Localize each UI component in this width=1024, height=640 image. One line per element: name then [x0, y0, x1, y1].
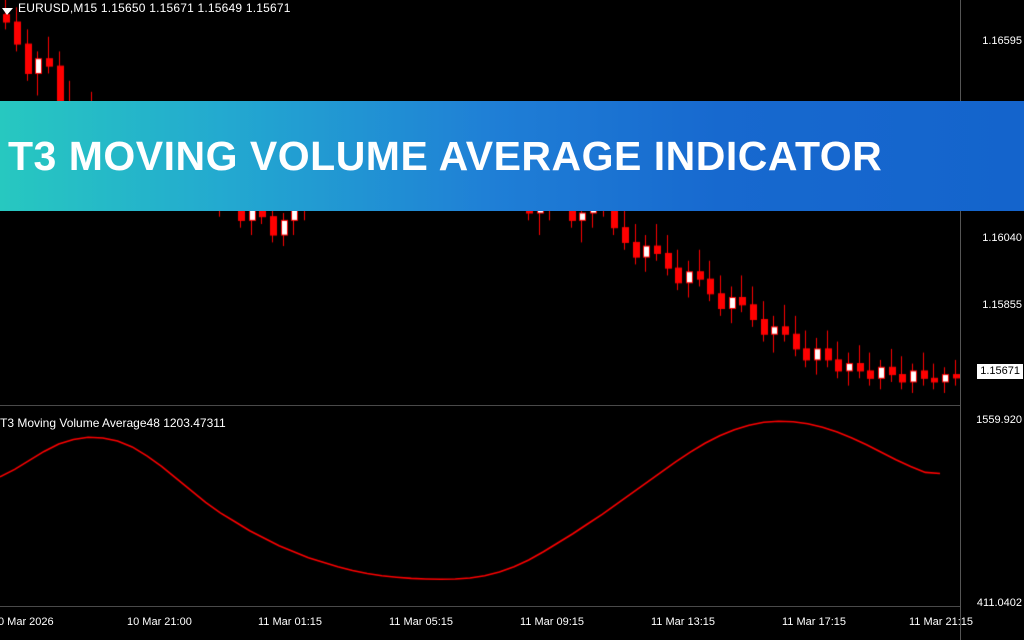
time-label-4: 11 Mar 09:15 — [520, 616, 585, 628]
price-scale[interactable]: 1.16595 1.16410 1.16225 1.16040 1.15855 … — [960, 0, 1024, 640]
time-label-1: 10 Mar 21:00 — [127, 616, 192, 628]
time-scale-separator — [0, 606, 960, 607]
price-tick-3: 1.16040 — [982, 232, 1022, 244]
time-label-6: 11 Mar 17:15 — [782, 616, 847, 628]
time-label-2: 11 Mar 01:15 — [258, 616, 323, 628]
time-scale[interactable]: 0 Mar 2026 10 Mar 21:00 11 Mar 01:15 11 … — [0, 606, 973, 640]
t3-moving-volume-average-line — [0, 406, 960, 606]
time-label-7: 11 Mar 21:15 — [909, 616, 974, 628]
price-tick-0: 1.16595 — [982, 35, 1022, 47]
time-label-3: 11 Mar 05:15 — [389, 616, 454, 628]
time-label-0: 0 Mar 2026 — [0, 616, 54, 628]
indicator-scale-top: 1559.920 — [976, 414, 1022, 426]
time-label-5: 11 Mar 13:15 — [651, 616, 716, 628]
price-scale-separator — [960, 0, 961, 640]
indicator-pane — [0, 406, 1024, 606]
indicator-scale-bottom: 411.0402 — [976, 597, 1022, 609]
title-banner: T3 MOVING VOLUME AVERAGE INDICATOR — [0, 101, 1024, 211]
symbol-period-ohlc-label: EURUSD,M15 1.15650 1.15671 1.15649 1.156… — [18, 1, 291, 15]
price-tick-4: 1.15855 — [982, 299, 1022, 311]
pane-divider — [0, 405, 960, 406]
current-price-tag: 1.15671 — [977, 364, 1023, 379]
indicator-name-value-label: T3 Moving Volume Average48 1203.47311 — [0, 416, 226, 430]
banner-title: T3 MOVING VOLUME AVERAGE INDICATOR — [8, 132, 883, 179]
